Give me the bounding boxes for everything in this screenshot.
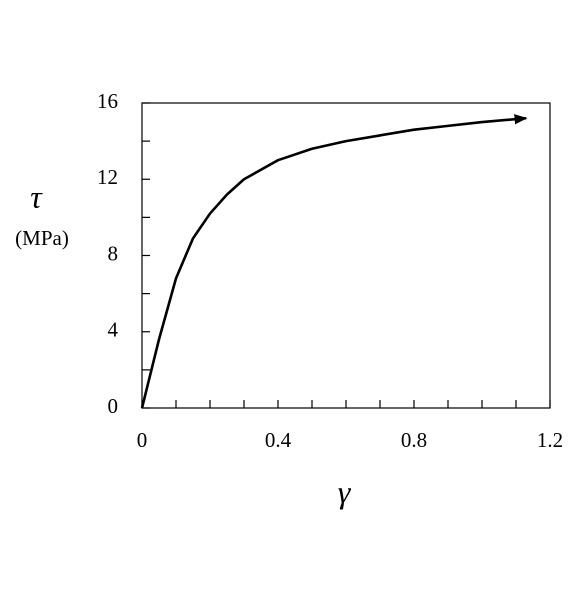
x-tick-label: 1.2: [537, 428, 563, 452]
y-tick-label: 4: [108, 318, 119, 342]
data-line: [140, 114, 528, 409]
y-axis-unit: (MPa): [15, 226, 69, 250]
x-tick-label: 0: [137, 428, 148, 452]
x-axis-label: γ: [338, 473, 352, 509]
y-tick-label: 0: [108, 394, 119, 418]
x-tick-label: 0.4: [265, 428, 292, 452]
x-tick-label: 0.8: [401, 428, 427, 452]
y-axis-label: τ: [30, 178, 43, 214]
y-tick-label: 16: [97, 89, 118, 113]
y-tick-label: 12: [97, 165, 118, 189]
y-tick-label: 8: [108, 241, 119, 265]
plot-frame: [141, 102, 551, 409]
